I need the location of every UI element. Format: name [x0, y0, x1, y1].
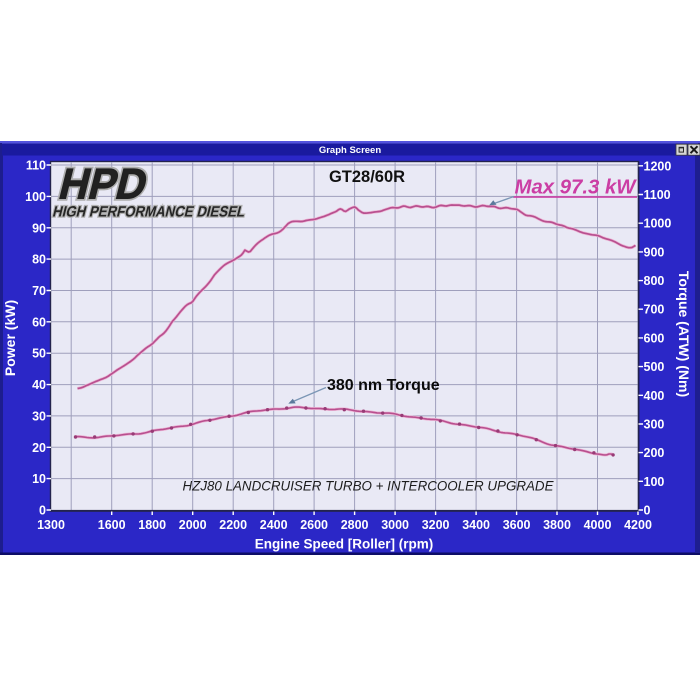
svg-text:3000: 3000: [381, 518, 409, 532]
svg-text:1600: 1600: [98, 518, 126, 532]
svg-text:100: 100: [644, 475, 665, 489]
svg-text:10: 10: [32, 472, 46, 486]
svg-text:40: 40: [32, 378, 46, 392]
svg-text:1200: 1200: [644, 159, 672, 173]
svg-text:HPD: HPD: [55, 160, 153, 208]
svg-text:700: 700: [644, 303, 665, 317]
svg-text:Power (kW): Power (kW): [2, 300, 18, 376]
svg-text:1100: 1100: [644, 188, 671, 202]
svg-text:380 nm Torque: 380 nm Torque: [327, 377, 440, 394]
svg-text:4000: 4000: [584, 518, 612, 532]
svg-text:3200: 3200: [422, 518, 450, 532]
svg-text:Torque (ATW) (Nm): Torque (ATW) (Nm): [676, 271, 692, 397]
svg-text:1300: 1300: [37, 518, 65, 532]
svg-text:2000: 2000: [179, 518, 207, 532]
svg-text:3600: 3600: [503, 518, 531, 532]
svg-text:900: 900: [644, 245, 665, 259]
svg-text:500: 500: [644, 360, 665, 374]
svg-text:1000: 1000: [644, 217, 672, 231]
svg-text:0: 0: [644, 504, 651, 518]
svg-text:Graph Screen: Graph Screen: [319, 145, 381, 156]
svg-text:200: 200: [644, 446, 665, 460]
svg-text:3800: 3800: [543, 518, 571, 532]
svg-text:2400: 2400: [260, 518, 288, 532]
svg-text:60: 60: [32, 315, 46, 329]
svg-text:4200: 4200: [624, 518, 652, 532]
svg-text:HZJ80 LANDCRUISER TURBO + INTE: HZJ80 LANDCRUISER TURBO + INTERCOOLER UP…: [183, 478, 555, 494]
svg-text:2600: 2600: [300, 518, 328, 532]
svg-text:HIGH PERFORMANCE DIESEL: HIGH PERFORMANCE DIESEL: [51, 204, 247, 221]
svg-text:100: 100: [25, 190, 46, 204]
svg-text:800: 800: [644, 274, 665, 288]
svg-text:2200: 2200: [219, 518, 247, 532]
svg-text:50: 50: [32, 347, 46, 361]
svg-text:400: 400: [644, 389, 665, 403]
svg-text:600: 600: [644, 331, 665, 345]
svg-text:110: 110: [26, 159, 46, 173]
svg-text:3400: 3400: [462, 518, 490, 532]
svg-text:30: 30: [32, 409, 46, 423]
svg-text:HPD: HPD: [55, 160, 153, 208]
svg-text:20: 20: [32, 441, 46, 455]
svg-text:80: 80: [32, 253, 46, 267]
svg-text:90: 90: [32, 221, 46, 235]
svg-text:300: 300: [644, 418, 665, 432]
svg-text:Engine Speed [Roller] (rpm): Engine Speed [Roller] (rpm): [255, 537, 434, 552]
svg-text:1800: 1800: [138, 518, 166, 532]
svg-text:GT28/60R: GT28/60R: [329, 168, 405, 186]
svg-text:70: 70: [32, 284, 46, 298]
svg-text:Max 97.3 kW: Max 97.3 kW: [515, 177, 638, 199]
svg-text:HIGH PERFORMANCE DIESEL: HIGH PERFORMANCE DIESEL: [51, 204, 247, 221]
svg-text:2800: 2800: [341, 518, 369, 532]
svg-text:0: 0: [39, 504, 46, 518]
